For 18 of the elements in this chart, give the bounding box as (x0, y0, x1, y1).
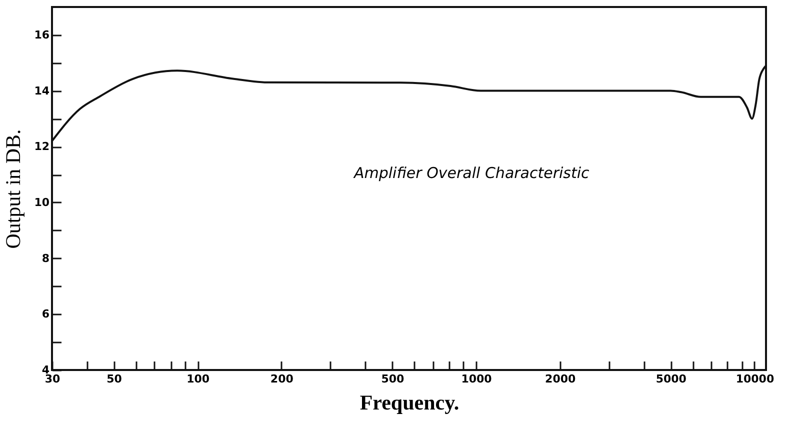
x-tick-label: 10000 (736, 372, 774, 386)
y-tick-label: 8 (42, 252, 50, 265)
x-tick-label: 200 (270, 372, 294, 386)
annotation: Amplifier Overall Characteristic (353, 164, 590, 182)
y-tick-label: 6 (42, 308, 50, 321)
x-tick-label: 5000 (656, 372, 687, 386)
x-tick-label: 500 (381, 372, 405, 386)
x-tick-label: 2000 (545, 372, 576, 386)
y-tick-label: 14 (34, 84, 50, 98)
y-tick-label: 16 (34, 28, 50, 42)
x-tick-label: 50 (106, 372, 122, 386)
y-tick-label: 12 (34, 140, 50, 154)
x-tick-label: 1000 (461, 372, 492, 386)
x-tick-label: 30 (44, 372, 60, 386)
y-axis-title: Output in DB. (1, 129, 26, 249)
y-tick-label: 10 (34, 196, 50, 209)
x-axis-title: Frequency. (360, 390, 460, 414)
x-tick-label: 100 (186, 372, 210, 386)
